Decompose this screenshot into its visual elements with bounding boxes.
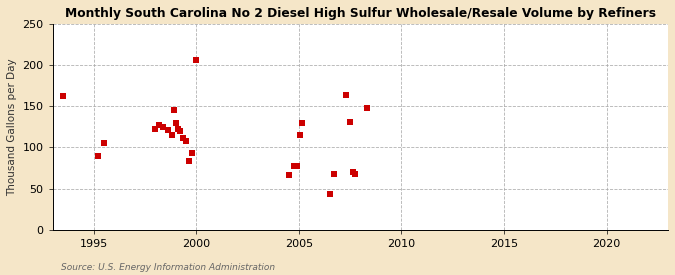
Point xyxy=(350,172,360,176)
Point xyxy=(172,127,183,131)
Point xyxy=(158,125,169,129)
Title: Monthly South Carolina No 2 Diesel High Sulfur Wholesale/Resale Volume by Refine: Monthly South Carolina No 2 Diesel High … xyxy=(65,7,656,20)
Point xyxy=(296,120,307,125)
Y-axis label: Thousand Gallons per Day: Thousand Gallons per Day xyxy=(7,58,17,196)
Point xyxy=(191,58,202,62)
Point xyxy=(181,139,192,143)
Point xyxy=(345,120,356,124)
Point xyxy=(154,123,165,127)
Point xyxy=(92,153,103,158)
Point xyxy=(361,106,372,110)
Point xyxy=(348,170,358,174)
Point xyxy=(174,129,185,133)
Point xyxy=(283,173,294,178)
Point xyxy=(328,172,339,176)
Point xyxy=(294,133,305,137)
Point xyxy=(324,191,335,196)
Point xyxy=(99,141,109,145)
Point xyxy=(288,164,299,169)
Point xyxy=(166,133,177,137)
Point xyxy=(57,93,68,98)
Point xyxy=(187,151,198,155)
Point xyxy=(170,120,181,125)
Text: Source: U.S. Energy Information Administration: Source: U.S. Energy Information Administ… xyxy=(61,263,275,272)
Point xyxy=(162,128,173,132)
Point xyxy=(150,127,161,131)
Point xyxy=(168,108,179,112)
Point xyxy=(184,159,194,164)
Point xyxy=(341,92,352,97)
Point xyxy=(292,163,302,168)
Point xyxy=(178,135,188,140)
